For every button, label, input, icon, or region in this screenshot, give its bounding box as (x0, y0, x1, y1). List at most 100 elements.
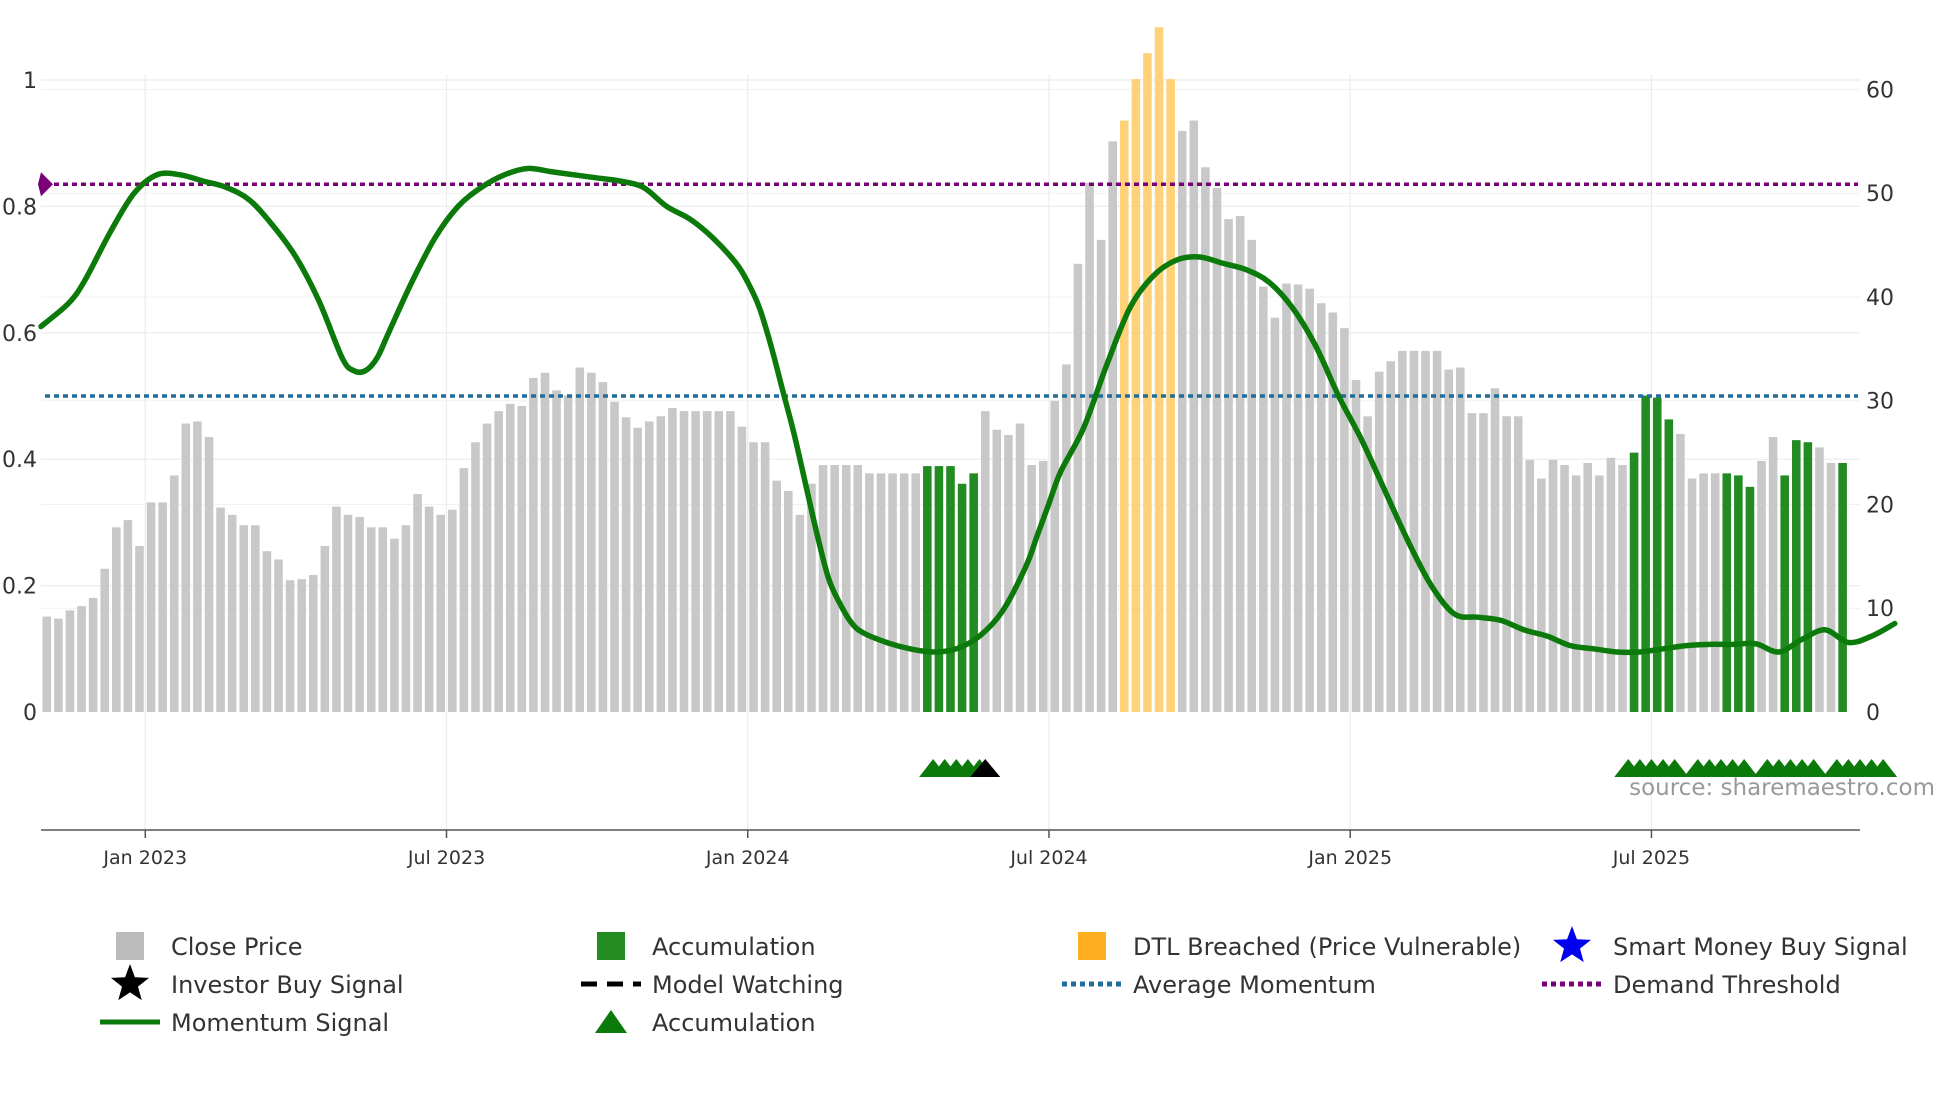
price-bar (1386, 361, 1396, 712)
price-bar (1212, 188, 1222, 713)
price-bar (77, 606, 86, 712)
price-bar (123, 520, 133, 712)
price-bar (448, 509, 457, 712)
price-bar (737, 426, 747, 712)
x-tick-label: Jul 2023 (407, 847, 485, 869)
price-bar (1595, 475, 1604, 712)
price-bar (1791, 440, 1801, 712)
price-bar (436, 514, 446, 712)
price-bar (1513, 416, 1523, 712)
price-bar (112, 527, 121, 712)
price-bar (563, 395, 573, 712)
price-bar (1838, 462, 1847, 712)
price-bar (726, 411, 735, 712)
momentum-signal-line (38, 165, 1898, 656)
price-bar (193, 421, 202, 712)
legend-label: Model Watching (652, 971, 844, 999)
price-bar (656, 416, 666, 712)
price-bar (1479, 413, 1488, 712)
price-bar (274, 559, 283, 712)
price-bar (818, 465, 828, 712)
price-bar (471, 442, 480, 712)
price-bar (1189, 120, 1199, 713)
price-bar (181, 423, 191, 712)
price-bar (1432, 350, 1442, 712)
price-bar (1826, 462, 1836, 712)
price-bar (401, 525, 411, 712)
price-bar (1270, 317, 1280, 712)
price-bar (587, 372, 596, 712)
legend-swatch (1078, 932, 1106, 960)
price-bar (1316, 303, 1326, 712)
price-bar (760, 442, 770, 712)
price-bar (1455, 367, 1465, 712)
price-bar (1652, 397, 1662, 712)
price-bar (1571, 475, 1581, 712)
investor-buy-marker (970, 759, 1001, 777)
x-tick-label: Jul 2025 (1612, 847, 1690, 869)
price-bar (1015, 423, 1025, 712)
x-tick-label: Jan 2023 (102, 847, 187, 869)
reference-lines (38, 165, 1898, 656)
price-bar (135, 545, 144, 712)
price-bar (1340, 328, 1349, 712)
price-bar (1282, 283, 1291, 712)
legend-label: Momentum Signal (171, 1009, 389, 1037)
price-bar (911, 473, 921, 712)
price-bar (1641, 395, 1650, 712)
price-bar (1548, 459, 1558, 712)
y-left-tick-label: 0.2 (2, 575, 37, 600)
legend-label: Average Momentum (1133, 971, 1376, 999)
price-bar (946, 466, 955, 712)
price-bar (1745, 486, 1755, 712)
price-bar (957, 483, 967, 712)
price-bar (1734, 475, 1743, 712)
price-bar (1154, 27, 1164, 712)
price-bar (992, 429, 1002, 712)
price-bar (552, 390, 561, 712)
y-left-tick-label: 0 (23, 701, 37, 726)
price-bar (378, 527, 388, 712)
price-bar (1120, 120, 1129, 713)
y-right-tick-label: 0 (1866, 701, 1880, 726)
price-bar (1444, 369, 1453, 712)
price-bar (1027, 465, 1036, 712)
price-bar (42, 616, 52, 712)
price-bar (1374, 371, 1384, 712)
legend-triangle-icon (595, 1010, 627, 1033)
price-bar (1328, 312, 1338, 712)
price-bar (529, 377, 538, 712)
price-bar (841, 465, 851, 712)
price-bar (1247, 239, 1257, 713)
price-bar (772, 480, 781, 712)
price-bar (923, 466, 932, 712)
price-bar (784, 490, 793, 712)
price-bar (1583, 462, 1593, 712)
price-bar (807, 483, 816, 712)
y-left-tick-label: 1 (23, 69, 37, 94)
price-bar (494, 411, 503, 712)
y-right-tick-label: 40 (1866, 286, 1894, 311)
price-bar (1803, 442, 1813, 712)
price-bar (644, 421, 654, 712)
price-bar (413, 494, 422, 712)
price-bar (1676, 433, 1685, 712)
price-bar (1780, 475, 1789, 712)
price-bar (899, 473, 909, 712)
price-bar (1699, 473, 1708, 712)
price-bar (1224, 219, 1233, 712)
price-bar (146, 502, 156, 712)
accumulation-marker (1730, 759, 1759, 777)
legend-swatch (116, 932, 144, 960)
price-bar (1421, 350, 1430, 712)
legend-star-icon (1552, 926, 1592, 963)
accumulation-marker (1869, 759, 1898, 777)
price-bar (1618, 465, 1627, 712)
source-credit: source: sharemaestro.com (1629, 775, 1935, 801)
accumulation-marker (1799, 759, 1828, 777)
price-bar (1363, 416, 1372, 712)
price-bars (42, 27, 1847, 713)
price-bar (668, 407, 677, 712)
